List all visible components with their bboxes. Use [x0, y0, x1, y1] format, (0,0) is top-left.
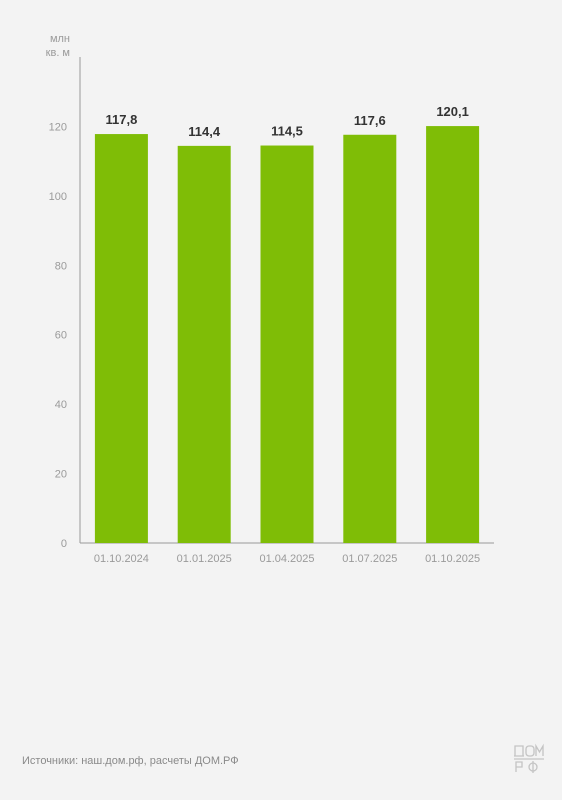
dom-rf-logo-icon — [514, 743, 544, 773]
x-tick-label: 01.10.2025 — [425, 553, 480, 565]
data-label: 117,8 — [105, 112, 137, 127]
x-tick-label: 01.04.2025 — [259, 553, 314, 565]
y-tick-label: 0 — [61, 538, 67, 550]
bar-chart: млн кв. м 0 20 40 60 80 100 120 01.10.2024 01.0… — [46, 33, 494, 565]
y-tick-label: 20 — [55, 469, 67, 481]
bars-group: 117,8 114,4 114,5 117,6 120,1 — [94, 104, 480, 544]
x-tick-label: 01.07.2025 — [342, 553, 397, 565]
data-label: 117,6 — [354, 113, 386, 128]
data-label: 114,4 — [188, 124, 221, 139]
data-label: 120,1 — [436, 104, 469, 119]
y-tick-label: 80 — [55, 260, 67, 272]
y-tick-label: 100 — [49, 191, 67, 203]
data-label: 114,5 — [271, 124, 303, 139]
bar — [177, 145, 231, 543]
unit-label-line-2: кв. м — [46, 47, 70, 59]
x-tick-label: 01.10.2024 — [94, 553, 149, 565]
bar — [426, 126, 480, 544]
bar — [94, 134, 148, 543]
y-tick-label: 120 — [49, 121, 67, 133]
x-axis: 01.10.2024 01.01.2025 01.04.2025 01.07.2025… — [80, 542, 494, 565]
unit-label-line-1: млн — [50, 33, 70, 45]
bar — [343, 134, 397, 543]
source-note: Источники: наш.дом.рф, расчеты ДОМ.РФ — [22, 755, 239, 767]
y-axis: 0 20 40 60 80 100 120 — [49, 57, 81, 550]
x-tick-label: 01.01.2025 — [177, 553, 232, 565]
y-tick-label: 60 — [55, 330, 67, 342]
bar — [260, 145, 314, 543]
y-tick-label: 40 — [55, 399, 67, 411]
